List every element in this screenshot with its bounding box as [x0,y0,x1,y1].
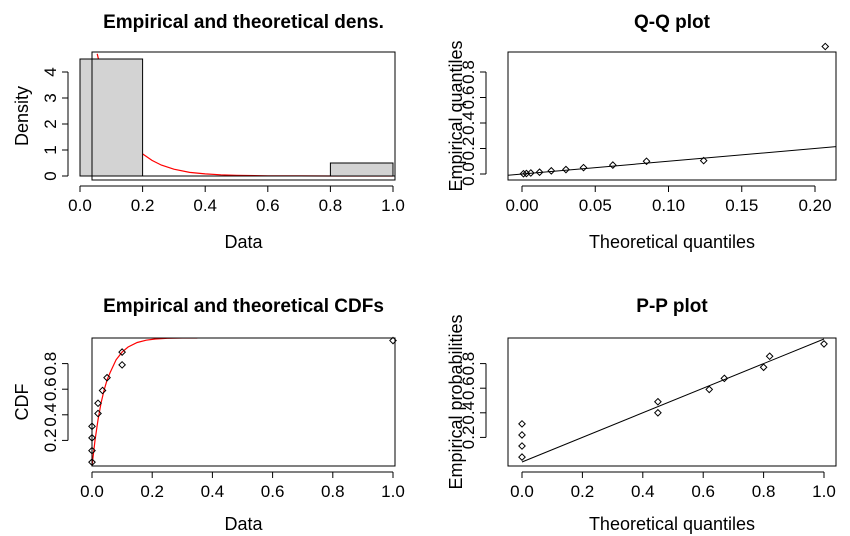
pp-plot-frame [507,337,837,467]
qq-y-axis-label: Empirical quantiles [446,40,466,191]
density-y-tick-label: 0 [41,171,60,180]
pp-data-point [518,431,526,439]
qq-reference-line [508,146,836,176]
cdf-data-point [98,386,107,395]
pp-data-point [518,442,526,450]
qq-x-tick-label: 0.05 [579,196,612,215]
qq-title: Q-Q plot [634,12,711,33]
cdf-data-point [118,348,127,356]
qq-data-point [526,169,535,177]
density-x-tick-label: 0.0 [68,196,92,215]
pp-data-point [820,340,828,348]
qq-data-point [821,42,830,51]
cdf-y-tick-label: 0.4 [41,403,60,427]
cdf-x-axis-label: Data [224,514,263,534]
pp-x-tick-label: 0.8 [752,482,776,501]
pp-y-tick-label: 0.6 [459,376,478,400]
density-y-tick-label: 4 [41,67,60,76]
qq-y-tick-label: 0.6 [459,86,478,110]
pp-reference-line [521,338,825,463]
cdf-x-tick-label: 0.2 [140,482,164,501]
cdf-x-tick-label: 0.4 [201,482,225,501]
cdf-data-point [118,360,127,369]
cdf-y-tick-label: 0.6 [41,377,60,401]
qq-y-tick-label: 0.0 [459,162,478,186]
qq-y-tick-label: 0.8 [459,60,478,84]
qq-x-tick-label: 0.15 [725,196,758,215]
cdf-x-tick-label: 0.6 [261,482,285,501]
density-x-tick-label: 1.0 [381,196,405,215]
density-plot-frame [91,51,396,181]
pp-y-tick-label: 0.8 [459,352,478,376]
qq-y-tick-label: 0.2 [459,137,478,161]
qq-data-point [608,161,617,169]
pp-plot-area [521,338,825,463]
pp-x-axis-label: Theoretical quantiles [589,514,755,534]
density-histogram-bar [329,162,394,177]
cdf-data-point [94,409,102,418]
cdf-y-tick-label: 0.2 [41,429,60,453]
pp-x-tick-label: 0.2 [571,482,595,501]
density-y-tick-label: 3 [41,93,60,102]
density-x-tick-label: 0.6 [256,196,280,215]
qq-x-axis-label: Theoretical quantiles [589,232,755,252]
pp-data-point [705,385,714,394]
cdf-x-tick-label: 0.0 [80,482,104,501]
pp-y-tick-label: 0.4 [459,401,478,425]
pp-plot-panel: P-P plot Theoretical quantiles Empirical p… [446,296,837,534]
pp-title: P-P plot [636,296,708,317]
density-y-tick-label: 1 [41,145,60,154]
qq-y-tick-label: 0.4 [459,111,478,135]
density-histogram-bar [79,58,144,177]
qq-data-point [642,157,651,166]
qq-data-point [579,163,588,172]
pp-y-axis-label: Empirical probabilities [446,314,466,489]
density-x-tick-label: 0.4 [193,196,217,215]
qq-data-point [535,168,544,177]
density-x-axis-label: Data [224,232,263,252]
pp-x-tick-label: 0.6 [691,482,715,501]
cdf-x-tick-label: 0.8 [321,482,345,501]
qq-plot-panel: Q-Q plot Theoretical quantiles Empirical q… [446,12,837,252]
density-y-tick-label: 2 [41,119,60,128]
pp-y-tick-label: 0.2 [459,426,478,450]
pp-data-point [720,374,729,383]
pp-data-point [653,408,662,417]
pp-data-point [765,352,774,361]
pp-data-point [518,419,526,428]
cdf-data-point [94,399,102,408]
cdf-plot-frame [91,337,396,467]
cdf-theoretical-curve [92,338,198,466]
cdf-plot-panel: Empirical and theoretical CDFs Data CDF 0.0… [12,296,405,534]
pp-data-point [518,453,526,461]
cdf-y-axis-label: CDF [12,384,32,421]
qq-plot-area [508,146,836,176]
qq-data-point [562,165,570,174]
cdf-title: Empirical and theoretical CDFs [103,296,384,317]
pp-x-tick-label: 1.0 [812,482,836,501]
density-title: Empirical and theoretical dens. [103,12,384,33]
qq-data-point [699,156,708,165]
cdf-x-tick-label: 1.0 [381,482,405,501]
qq-data-point [519,169,528,178]
cdf-data-point [103,373,111,382]
density-plot-panel: Empirical and theoretical dens. Data Densi… [12,12,405,252]
density-y-axis-label: Density [12,86,32,146]
qq-x-tick-label: 0.10 [652,196,685,215]
qq-data-point [547,166,556,175]
qq-x-tick-label: 0.00 [505,196,538,215]
pp-data-point [653,397,662,406]
pp-x-tick-label: 0.0 [510,482,534,501]
pp-data-point [759,363,768,372]
cdf-y-tick-label: 0.8 [41,352,60,376]
density-x-tick-label: 0.2 [131,196,155,215]
cdf-plot-area [92,338,198,466]
qq-plot-frame [507,51,837,181]
qq-x-tick-label: 0.20 [798,196,831,215]
density-x-tick-label: 0.8 [319,196,343,215]
pp-x-tick-label: 0.4 [631,482,655,501]
